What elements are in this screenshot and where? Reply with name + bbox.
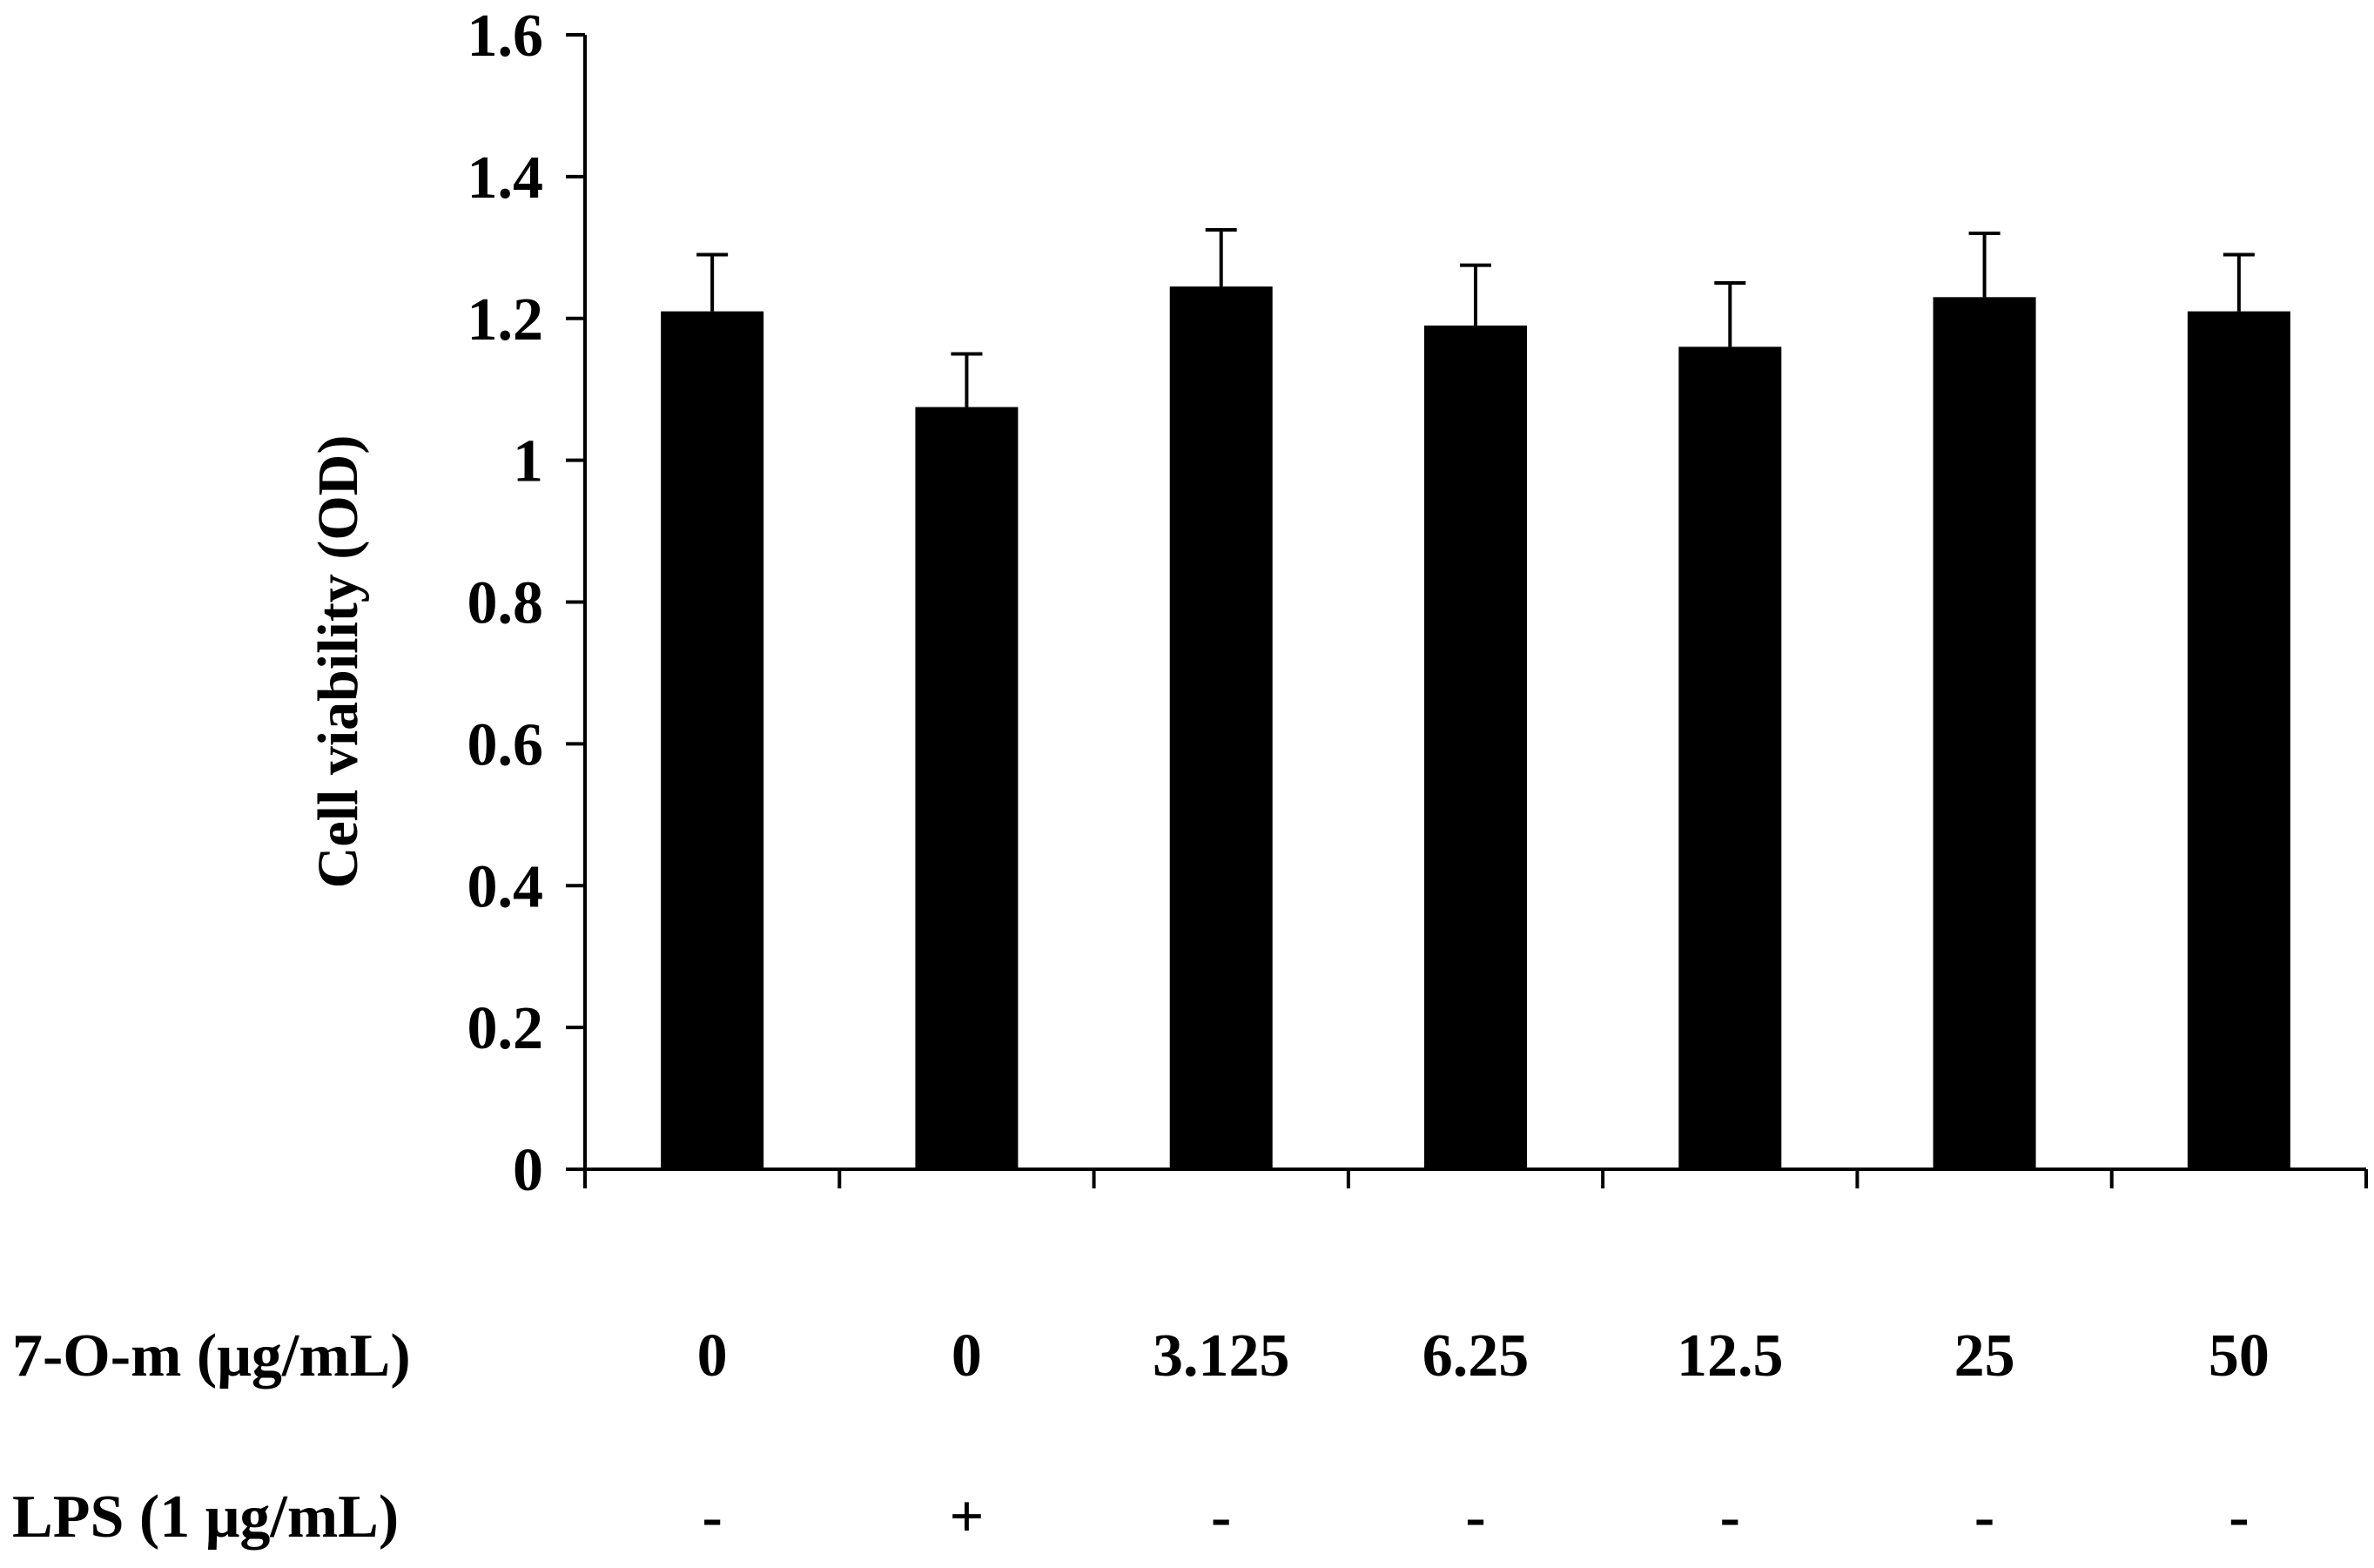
bar bbox=[1424, 325, 1527, 1169]
bar bbox=[2187, 311, 2290, 1169]
treatment-row-value: 50 bbox=[2209, 1322, 2270, 1390]
treatment-row-value: 0 bbox=[697, 1322, 728, 1390]
treatment-row-value: - bbox=[1720, 1484, 1740, 1551]
y-axis-label: Cell viability (OD) bbox=[306, 435, 370, 889]
treatment-row-value: 6.25 bbox=[1422, 1322, 1530, 1390]
treatment-row-value: - bbox=[702, 1484, 722, 1551]
y-tick-label: 0.4 bbox=[467, 853, 544, 920]
y-tick-label: 0.8 bbox=[467, 570, 544, 637]
bar bbox=[1678, 347, 1782, 1169]
treatment-row-value: - bbox=[1211, 1484, 1231, 1551]
y-tick-label: 1 bbox=[513, 428, 543, 495]
error-bars-layer bbox=[696, 227, 2255, 407]
y-tick-label: 1.6 bbox=[467, 3, 544, 70]
y-tick-label: 0 bbox=[513, 1137, 543, 1204]
treatment-row-label: LPS (1 μg/mL) bbox=[12, 1484, 399, 1551]
treatment-row-label: 7-O-m (μg/mL) bbox=[12, 1322, 411, 1390]
bars-layer bbox=[661, 286, 2290, 1170]
treatment-row-value: - bbox=[1974, 1484, 1994, 1551]
y-tick-label: 1.2 bbox=[467, 286, 544, 353]
treatment-row-value: 3.125 bbox=[1153, 1322, 1290, 1390]
treatment-rows: 7-O-m (μg/mL) 0 0 3.125 6.25 12.5 25 50 LPS (1 μ… bbox=[12, 1322, 2270, 1551]
y-tick-label: 1.4 bbox=[467, 145, 544, 212]
bar bbox=[661, 311, 764, 1169]
bar bbox=[1933, 297, 2036, 1170]
treatment-row-value: 25 bbox=[1954, 1322, 2015, 1390]
y-tick-labels: 0 0.2 0.4 0.6 0.8 1 1.2 1.4 1.6 bbox=[467, 3, 544, 1204]
y-tick-label: 0.6 bbox=[467, 711, 544, 778]
treatment-row-value: + bbox=[949, 1484, 984, 1551]
treatment-row-value: 0 bbox=[952, 1322, 982, 1390]
treatment-row-value: 12.5 bbox=[1677, 1322, 1784, 1390]
bar bbox=[915, 407, 1019, 1169]
bar bbox=[1169, 286, 1273, 1169]
treatment-row-value: - bbox=[1465, 1484, 1485, 1551]
y-tick-label: 0.2 bbox=[467, 995, 544, 1062]
treatment-row-value: - bbox=[2229, 1484, 2249, 1551]
axes-layer bbox=[566, 33, 2368, 1188]
